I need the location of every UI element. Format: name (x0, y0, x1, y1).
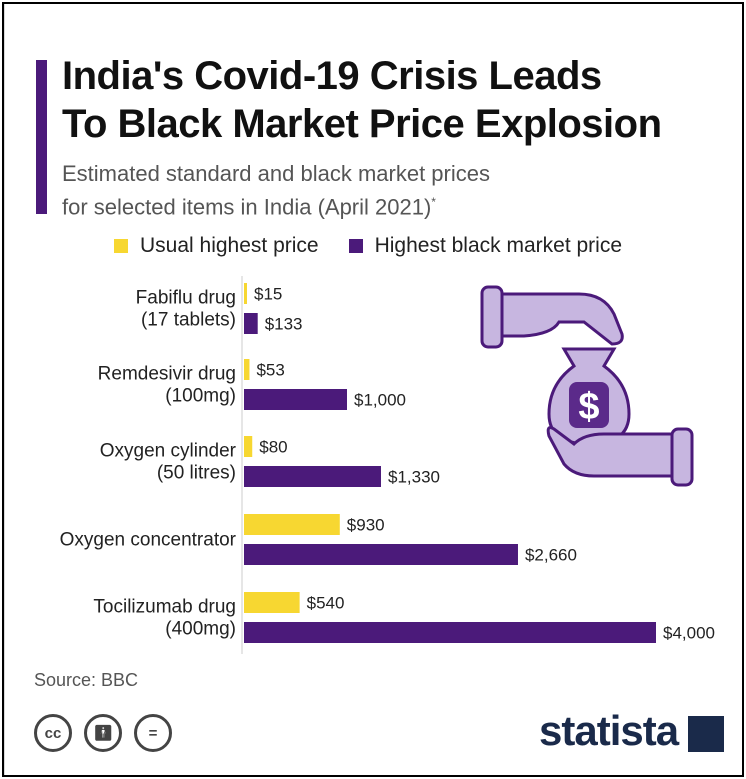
data-label: $15 (254, 285, 282, 304)
source-note: Source: BBC (34, 670, 139, 690)
chart-subtitle: Estimated standard and black market pric… (62, 160, 662, 221)
dollar-icon: $ (578, 386, 599, 428)
bar-usual-price (244, 592, 300, 613)
subtitle-footnote-mark: * (431, 195, 436, 209)
title-line-1: India's Covid-19 Crisis Leads (62, 54, 602, 98)
bar-black-market-price (244, 544, 518, 565)
category-label: Fabiflu drug (17 tablets) (136, 288, 236, 331)
subtitle-line-2: for selected items in India (April 2021) (62, 194, 432, 220)
money-bag-label (569, 382, 609, 428)
bar-usual-price (244, 436, 253, 457)
legend-label-black: Highest black market price (374, 234, 623, 257)
title-accent-bar (36, 60, 47, 214)
bar-chart: $ Fabiflu drug (17 tablets) $15 $133 Remdesi… (60, 276, 715, 654)
data-label: $2,660 (525, 546, 577, 565)
data-label: $1,330 (388, 468, 440, 487)
license-icons: cc 🚹︎ = (34, 714, 184, 752)
subtitle-line-1: Estimated standard and black market pric… (62, 161, 490, 186)
bar-black-market-price (244, 313, 258, 334)
legend-label-usual: Usual highest price (140, 234, 319, 257)
bar-black-market-price (244, 622, 656, 643)
top-hand-cuff (480, 285, 504, 349)
category-label: Remdesivir drug (100mg) (98, 364, 236, 407)
data-label: $930 (347, 516, 385, 535)
legend: Usual highest price Highest black market… (114, 234, 652, 258)
bar-black-market-price (244, 389, 347, 410)
bar-usual-price (244, 359, 250, 380)
subtitle-line-2-row: for selected items in India (April 2021)… (62, 188, 662, 221)
bar-usual-price (244, 283, 247, 304)
data-label: $133 (265, 315, 303, 334)
equals-icon[interactable]: = (134, 714, 172, 752)
data-label: $1,000 (354, 391, 406, 410)
money-hands-illustration: $ (480, 285, 694, 487)
category-label: Oxygen concentrator (60, 530, 237, 551)
legend-swatch-usual (114, 239, 128, 253)
category-label: Oxygen cylinder (50 litres) (100, 441, 237, 484)
legend-swatch-black (348, 239, 363, 253)
chart-title: India's Covid-19 Crisis Leads To Black M… (62, 52, 742, 148)
legend-item-usual: Usual highest price (114, 234, 319, 258)
title-line-2: To Black Market Price Explosion (62, 102, 662, 146)
bottom-hand-cuff (670, 427, 694, 487)
bar-usual-price (244, 514, 340, 535)
category-label: Tocilizumab drug (400mg) (93, 597, 236, 640)
bar-black-market-price (244, 466, 381, 487)
data-label: $53 (256, 361, 284, 380)
by-icon[interactable]: 🚹︎ (84, 714, 122, 752)
statista-logo[interactable]: statista (539, 707, 679, 754)
bottom-hand (546, 426, 674, 478)
legend-item-black: Highest black market price (348, 234, 623, 258)
data-label: $540 (307, 594, 345, 613)
top-hand (500, 292, 624, 346)
data-label: $4,000 (663, 624, 715, 643)
data-label: $80 (259, 438, 287, 457)
statista-logo-icon (688, 716, 724, 752)
cc-icon[interactable]: cc (34, 714, 72, 752)
